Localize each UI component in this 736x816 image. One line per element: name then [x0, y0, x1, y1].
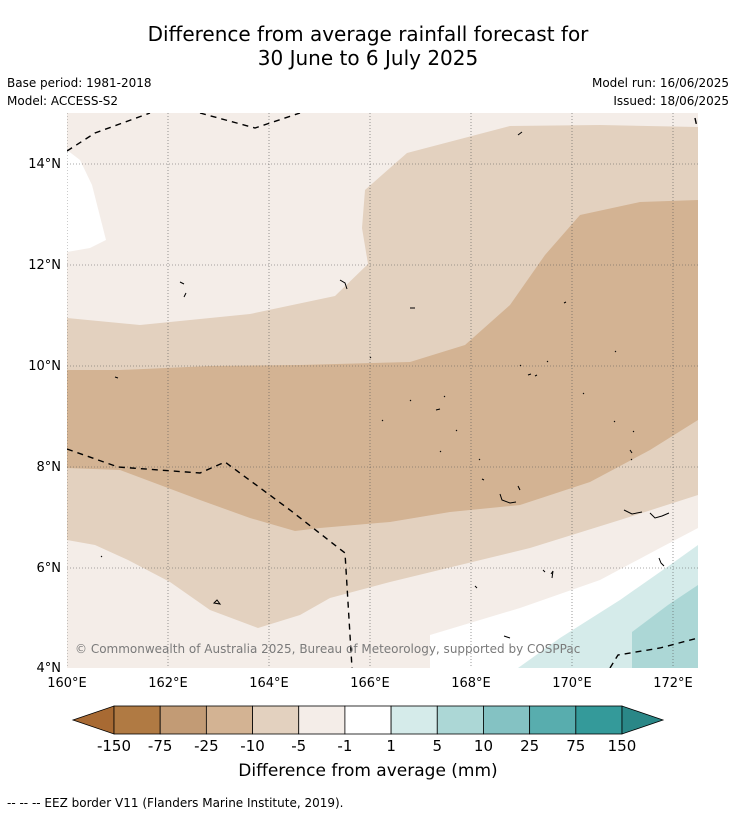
colorbar-tick-label: -75 — [148, 737, 173, 755]
island — [179, 281, 187, 298]
island — [478, 458, 485, 481]
island — [542, 569, 554, 579]
band-plus5-plus10 — [632, 585, 698, 668]
lon-label: 170°E — [552, 676, 592, 691]
colorbar-tick-labels: -150 -75 -25 -10 -5 -1 1 5 10 25 75 150 — [97, 737, 636, 755]
colorbar-swatch — [483, 705, 531, 735]
colorbar — [71, 705, 665, 735]
colorbar-tick-label: 150 — [608, 737, 637, 755]
lon-label: 162°E — [148, 676, 188, 691]
lat-label: 12°N — [28, 258, 61, 273]
neutral-area-northwest — [67, 150, 106, 252]
island — [623, 509, 670, 519]
island — [212, 599, 222, 605]
issued-date: Issued: 18/06/2025 — [613, 94, 729, 108]
island — [409, 395, 446, 411]
colorbar-swatch — [298, 705, 346, 735]
colorbar-tick-label: 75 — [566, 737, 585, 755]
lat-label: 6°N — [37, 561, 62, 576]
island — [100, 555, 103, 558]
colorbar-title: Difference from average (mm) — [238, 761, 498, 781]
lon-label: 164°E — [249, 676, 289, 691]
lat-label: 10°N — [28, 359, 61, 374]
model-run: Model run: 16/06/2025 — [591, 76, 729, 90]
island — [658, 557, 665, 567]
colorbar-tick-label: 5 — [432, 737, 442, 755]
eez-border-ne — [694, 117, 698, 128]
colorbar-swatch — [575, 705, 623, 735]
island — [614, 350, 617, 353]
island — [339, 279, 348, 290]
copyright-notice: © Commonwealth of Australia 2025, Bureau… — [75, 642, 580, 656]
map-plot-area: © Commonwealth of Australia 2025, Bureau… — [67, 113, 698, 668]
lat-label: 4°N — [37, 661, 62, 676]
eez-border-north — [67, 113, 151, 152]
island — [582, 392, 585, 395]
lon-label: 172°E — [653, 676, 693, 691]
island — [613, 420, 635, 461]
colorbar-swatch — [252, 705, 300, 735]
latitude-labels: 14°N 12°N 10°N 8°N 6°N 4°N — [28, 157, 61, 676]
colorbar-tick-label: 1 — [386, 737, 396, 755]
colorbar-tick-label: -5 — [291, 737, 306, 755]
map-title: Difference from average rainfall forecas… — [0, 22, 736, 70]
eez-border-southeast — [609, 637, 698, 668]
lat-label: 14°N — [28, 157, 61, 172]
lat-label: 8°N — [37, 460, 62, 475]
colorbar-swatch — [390, 705, 438, 735]
colorbar-extend-low — [71, 705, 115, 735]
eez-borders — [67, 113, 698, 668]
colorbar-swatch — [205, 705, 253, 735]
colorbar-swatch — [344, 705, 392, 735]
island — [381, 419, 458, 453]
island — [519, 360, 549, 377]
colorbar-swatch — [159, 705, 207, 735]
lon-label: 168°E — [451, 676, 491, 691]
band-minus10-minus25 — [67, 200, 698, 531]
colorbar-tick-label: -1 — [337, 737, 352, 755]
meta-right: Model run: 16/06/2025 Issued: 18/06/2025 — [592, 74, 729, 110]
island — [474, 585, 478, 589]
colorbar-tick-label: -150 — [97, 737, 131, 755]
title-line-2: 30 June to 6 July 2025 — [257, 46, 479, 70]
island — [114, 376, 119, 379]
island — [563, 301, 567, 304]
colorbar-tick-label: -25 — [194, 737, 219, 755]
longitude-labels: 160°E 162°E 164°E 166°E 168°E 170°E 172°… — [47, 676, 693, 691]
island — [503, 635, 511, 639]
island — [369, 356, 372, 359]
islands — [100, 131, 670, 639]
island — [499, 485, 521, 504]
colorbar-swatch — [529, 705, 577, 735]
colorbar-swatch — [436, 705, 484, 735]
eez-border-north-2 — [199, 113, 301, 129]
meta-left: Base period: 1981-2018 Model: ACCESS-S2 — [7, 74, 152, 110]
colorbar-swatch — [113, 705, 161, 735]
forecast-map: © Commonwealth of Australia 2025, Bureau… — [28, 113, 698, 755]
model-name: Model: ACCESS-S2 — [7, 94, 119, 108]
colorbar-tick-label: 25 — [520, 737, 539, 755]
title-line-1: Difference from average rainfall forecas… — [147, 22, 589, 46]
eez-border-note: -- -- -- EEZ border V11 (Flanders Marine… — [7, 796, 344, 810]
base-period: Base period: 1981-2018 — [7, 76, 152, 90]
lon-label: 160°E — [47, 676, 87, 691]
colorbar-tick-label: 10 — [474, 737, 493, 755]
island — [517, 131, 523, 136]
gridlines — [67, 113, 698, 668]
colorbar-tick-label: -10 — [240, 737, 265, 755]
colorbar-extend-high — [621, 705, 665, 735]
lon-label: 166°E — [350, 676, 390, 691]
